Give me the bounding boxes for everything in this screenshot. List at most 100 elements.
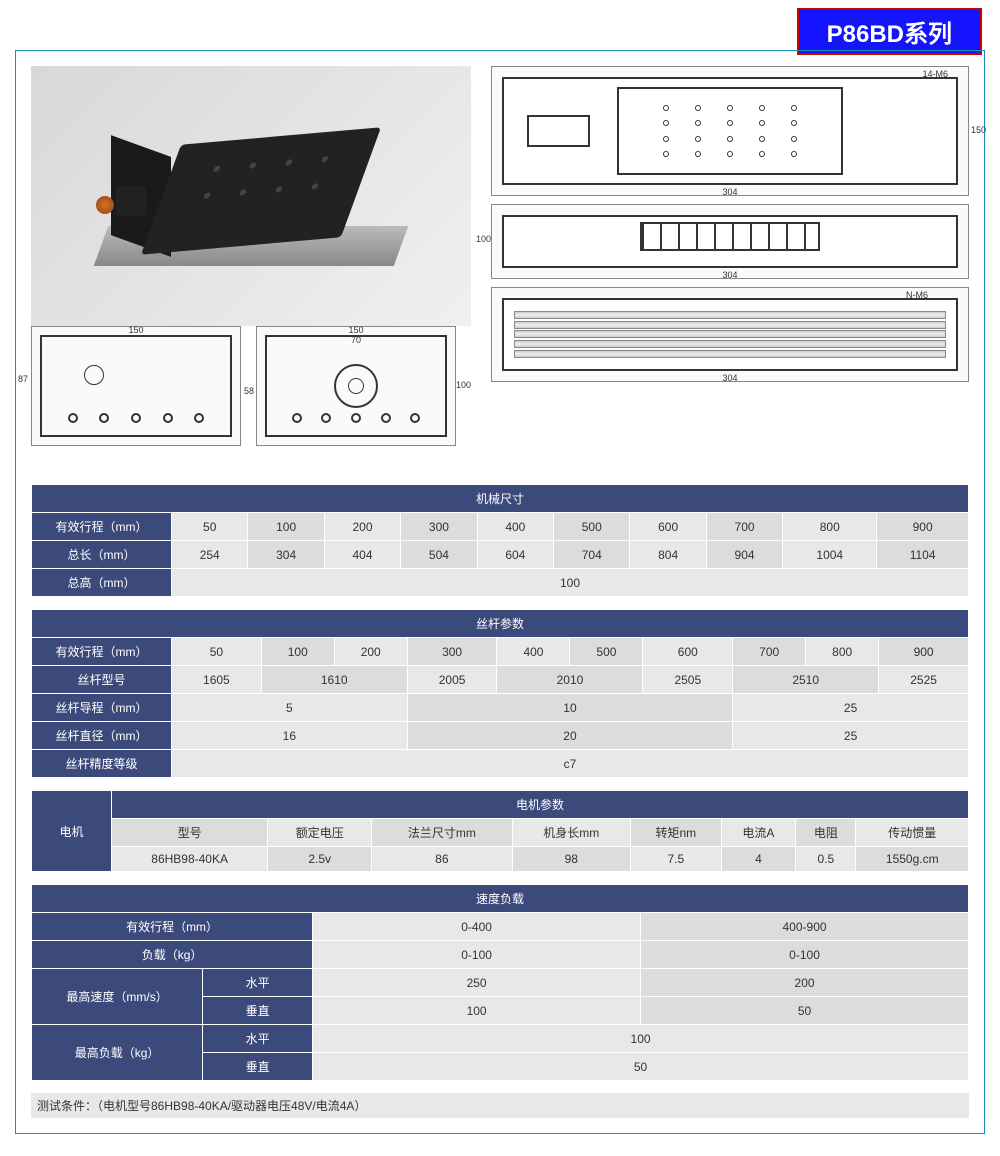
data-cell: 50: [313, 1053, 969, 1081]
data-cell: 100: [172, 569, 969, 597]
dim-label: 70: [351, 335, 361, 345]
data-cell: 600: [630, 513, 706, 541]
data-cell: 1610: [261, 666, 407, 694]
data-cell: 804: [630, 541, 706, 569]
data-cell: 20: [407, 722, 732, 750]
right-drawings-col: 304 150 14-M6 100 304 N-M6 304: [491, 66, 969, 469]
data-cell: 700: [733, 638, 806, 666]
drawing-end-view: 150 87 58: [31, 326, 241, 446]
data-cell: 100: [248, 513, 324, 541]
data-cell: 800: [783, 513, 877, 541]
dim-label: 100: [456, 380, 471, 390]
dim-label: N-M6: [906, 290, 928, 300]
drawing-plan-view: N-M6 304: [491, 287, 969, 382]
data-cell: 2.5v: [268, 847, 372, 872]
page-container: 150 87 58 150 70 100: [15, 50, 985, 1134]
dim-label: 304: [722, 373, 737, 383]
sub-label: 垂直: [203, 997, 313, 1025]
table-title: 电机参数: [112, 791, 969, 819]
row-label: 有效行程（mm）: [32, 913, 313, 941]
col-header: 机身长mm: [512, 819, 630, 847]
data-cell: 86: [372, 847, 512, 872]
row-label: 最高负载（kg）: [32, 1025, 203, 1081]
data-cell: 200: [324, 513, 400, 541]
drawing-side-view: 100 304: [491, 204, 969, 279]
data-cell: 50: [641, 997, 969, 1025]
table-mechanical-dimensions: 机械尺寸 有效行程（mm） 50 100 200 300 400 500 600…: [31, 484, 969, 597]
dim-label: 58: [244, 386, 254, 396]
data-cell: 2505: [643, 666, 733, 694]
dim-label: 304: [722, 187, 737, 197]
col-header: 电流A: [721, 819, 796, 847]
table-title: 丝杆参数: [32, 610, 969, 638]
data-cell: 100: [313, 1025, 969, 1053]
product-photo: [31, 66, 471, 326]
col-header: 型号: [112, 819, 268, 847]
data-cell: 254: [172, 541, 248, 569]
data-cell: 0.5: [796, 847, 856, 872]
row-label: 总高（mm）: [32, 569, 172, 597]
motor-side-label: 电机: [32, 791, 112, 872]
data-cell: 2005: [407, 666, 497, 694]
data-cell: 5: [172, 694, 408, 722]
data-cell: 4: [721, 847, 796, 872]
data-cell: 250: [313, 969, 641, 997]
row-label: 丝杆型号: [32, 666, 172, 694]
dim-label: 150: [971, 125, 986, 135]
data-cell: 704: [554, 541, 630, 569]
data-cell: 1004: [783, 541, 877, 569]
dim-label: 87: [18, 374, 28, 384]
data-cell: 1104: [877, 541, 969, 569]
row-label: 总长（mm）: [32, 541, 172, 569]
small-drawings-row: 150 87 58 150 70 100: [31, 326, 471, 454]
data-cell: 2510: [733, 666, 879, 694]
data-cell: 98: [512, 847, 630, 872]
drawing-top-view: 304 150 14-M6: [491, 66, 969, 196]
data-cell: 16: [172, 722, 408, 750]
data-cell: 304: [248, 541, 324, 569]
data-cell: 100: [261, 638, 334, 666]
row-label: 丝杆直径（mm）: [32, 722, 172, 750]
data-cell: 10: [407, 694, 732, 722]
row-label: 有效行程（mm）: [32, 638, 172, 666]
data-cell: 400: [497, 638, 570, 666]
data-cell: 25: [733, 722, 969, 750]
table-title: 速度负载: [32, 885, 969, 913]
table-speed-load: 速度负载 有效行程（mm） 0-400 400-900 负载（kg） 0-100…: [31, 884, 969, 1081]
data-cell: 500: [570, 638, 643, 666]
drawing-flange: 150 70 100: [256, 326, 456, 446]
data-cell: 200: [641, 969, 969, 997]
data-cell: 1605: [172, 666, 262, 694]
data-cell: 404: [324, 541, 400, 569]
data-cell: 0-400: [313, 913, 641, 941]
test-conditions-footnote: 测试条件：（电机型号86HB98-40KA/驱动器电压48V/电流4A）: [31, 1093, 969, 1118]
row-label: 负载（kg）: [32, 941, 313, 969]
data-cell: 300: [401, 513, 477, 541]
col-header: 转矩nm: [631, 819, 722, 847]
data-cell: 500: [554, 513, 630, 541]
sub-label: 水平: [203, 1025, 313, 1053]
data-cell: 2525: [879, 666, 969, 694]
data-cell: 25: [733, 694, 969, 722]
sub-label: 垂直: [203, 1053, 313, 1081]
dim-label: 100: [476, 234, 491, 244]
sub-label: 水平: [203, 969, 313, 997]
data-cell: 604: [477, 541, 553, 569]
data-cell: 200: [334, 638, 407, 666]
data-cell: 400: [477, 513, 553, 541]
data-cell: 900: [877, 513, 969, 541]
data-cell: 504: [401, 541, 477, 569]
top-graphics-section: 150 87 58 150 70 100: [31, 66, 969, 469]
table-screw-params: 丝杆参数 有效行程（mm） 50 100 200 300 400 500 600…: [31, 609, 969, 778]
data-cell: 0-100: [313, 941, 641, 969]
dim-label: 150: [128, 325, 143, 335]
data-cell: 700: [706, 513, 782, 541]
data-cell: c7: [172, 750, 969, 778]
data-cell: 600: [643, 638, 733, 666]
data-cell: 1550g.cm: [856, 847, 969, 872]
dim-label: 304: [722, 270, 737, 280]
data-cell: 904: [706, 541, 782, 569]
col-header: 法兰尺寸mm: [372, 819, 512, 847]
series-title-badge: P86BD系列: [797, 8, 982, 55]
data-cell: 400-900: [641, 913, 969, 941]
